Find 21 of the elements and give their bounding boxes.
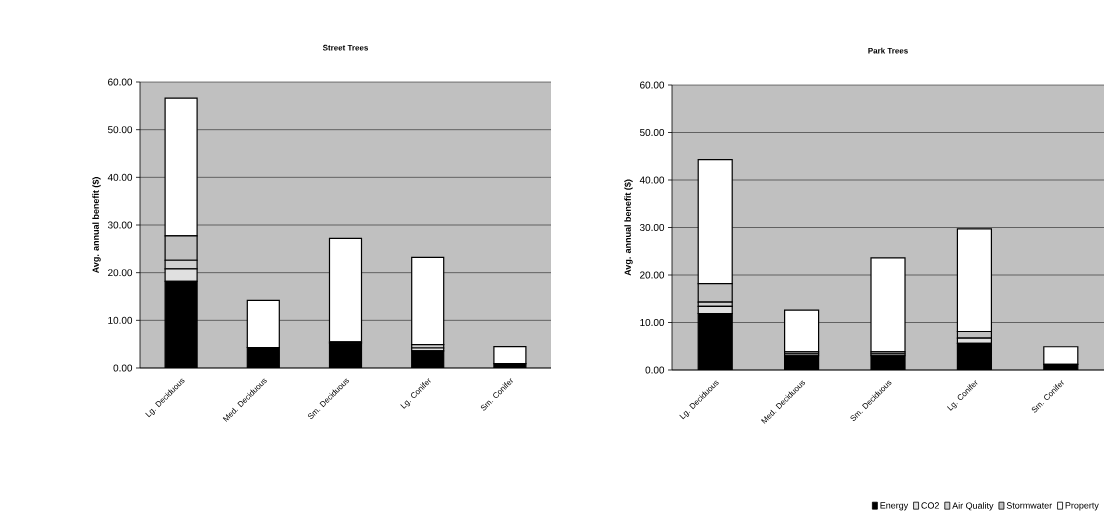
y-tick-label: 30.00 [107, 221, 133, 229]
y-tick-label: 0.00 [645, 366, 665, 374]
y-tick-label: 60.00 [640, 81, 665, 89]
y-axis-title: Avg. annual benefit ($) [624, 179, 633, 276]
y-tick-label: 10.00 [640, 318, 665, 327]
y-axis-title: Avg. annual benefit ($) [92, 177, 101, 274]
y-tick-label: 20.00 [108, 269, 133, 277]
legend-label: CO2 [921, 502, 939, 509]
y-tick-label: 50.00 [107, 126, 133, 134]
y-tick-label: 50.00 [639, 128, 665, 137]
y-tick-label: 60.00 [108, 78, 133, 86]
y-tick-label: 0.00 [113, 364, 133, 372]
y-tick-label: 10.00 [108, 316, 133, 324]
legend-label: Property [1065, 502, 1099, 511]
y-tick-label: 40.00 [639, 176, 665, 184]
y-tick-label: 20.00 [640, 271, 665, 279]
y-tick-label: 40.00 [107, 173, 133, 181]
y-tick-label: 30.00 [639, 223, 665, 232]
legend-label: Energy [880, 502, 909, 511]
legend-label: Stormwater [1006, 502, 1053, 509]
legend-label: Air Quality [952, 502, 994, 511]
